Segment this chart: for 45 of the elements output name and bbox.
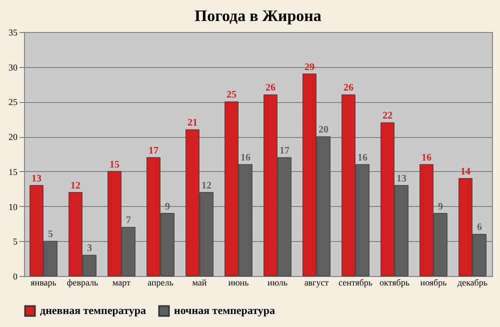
x-tick-label: май: [192, 278, 207, 288]
chart-title: Погода в Жирона: [194, 8, 322, 25]
legend-label: дневная температура: [40, 305, 146, 317]
x-tick-label: июль: [268, 278, 288, 288]
x-tick-label: декабрь: [458, 278, 488, 288]
data-label: 29: [304, 62, 314, 73]
data-label: 17: [148, 145, 158, 156]
legend-label: ночная температура: [174, 305, 276, 317]
data-label: 21: [188, 118, 198, 129]
x-tick-label: ноябрь: [420, 278, 447, 288]
data-label: 14: [460, 166, 470, 178]
x-tick-label: июнь: [228, 278, 249, 288]
x-tick-label: сентябрь: [338, 278, 373, 288]
data-label: 13: [32, 173, 42, 184]
x-tick-label: март: [112, 278, 131, 288]
y-tick-label: 30: [8, 62, 18, 72]
data-label: 26: [344, 82, 354, 94]
data-label: 16: [422, 152, 432, 164]
y-tick-label: 15: [8, 166, 18, 177]
data-label: 13: [396, 173, 406, 184]
y-tick-label: 10: [8, 202, 18, 212]
data-label: 3: [87, 243, 92, 254]
x-tick-label: январь: [30, 278, 56, 288]
x-tick-label: февраль: [66, 278, 98, 288]
data-label: 16: [240, 152, 250, 164]
data-label: 5: [48, 229, 53, 240]
data-label: 25: [226, 90, 236, 101]
data-label: 15: [110, 159, 120, 170]
x-tick-label: апрель: [148, 278, 174, 288]
data-label: 20: [318, 124, 328, 136]
data-label: 6: [477, 222, 482, 234]
data-label: 12: [70, 180, 80, 192]
data-label: 26: [266, 82, 276, 94]
y-tick-label: 5: [13, 236, 18, 247]
data-label: 7: [126, 215, 131, 226]
y-tick-label: 20: [8, 132, 18, 142]
data-label: 12: [202, 180, 212, 192]
x-tick-label: октябрь: [380, 278, 410, 288]
data-label: 17: [280, 145, 290, 156]
data-label: 22: [382, 110, 392, 122]
y-tick-label: 25: [8, 97, 18, 108]
x-tick-label: август: [304, 278, 329, 288]
y-tick-label: 0: [13, 272, 18, 282]
y-tick-label: 35: [8, 28, 18, 38]
data-label: 16: [358, 152, 368, 164]
